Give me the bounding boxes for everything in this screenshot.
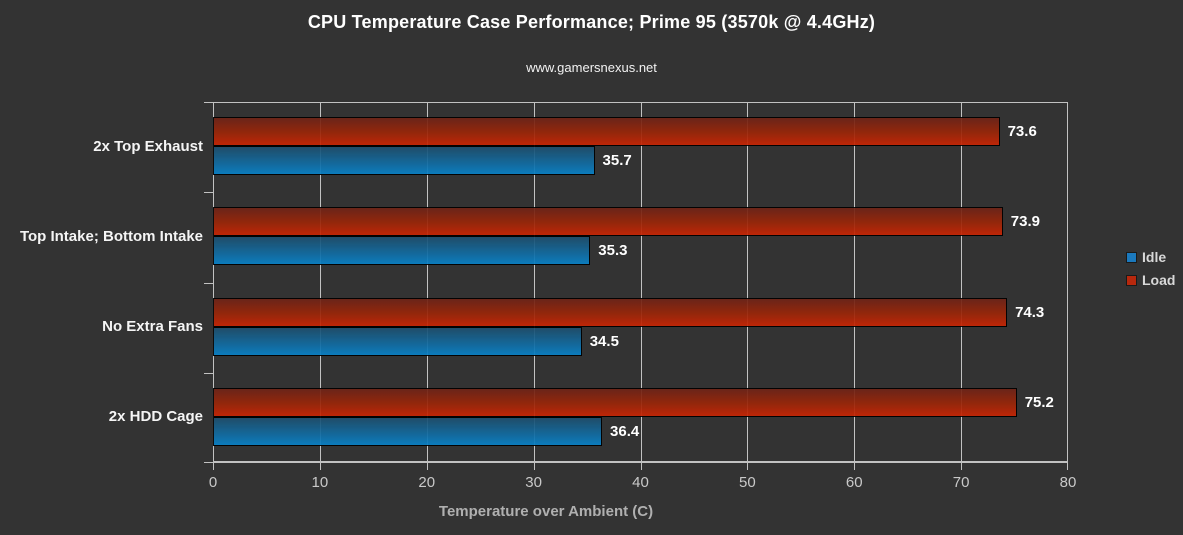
x-axis-tick-label: 80 [1059,474,1077,491]
category-label: No Extra Fans [102,318,203,335]
x-axis-tick-label: 60 [845,474,863,491]
x-axis-tick-label: 30 [525,474,542,491]
legend-swatch-idle [1126,251,1137,263]
x-axis-tick-label: 0 [208,474,218,491]
bar-load [213,207,1003,237]
grid-line [854,102,856,463]
bar-idle [213,146,595,175]
x-axis-tick-label: 50 [739,474,756,491]
bar-idle [213,416,603,446]
x-axis-tick [640,463,642,470]
grid-line [961,102,963,463]
grid-line [426,102,428,463]
y-axis-tick [204,192,213,193]
category-label: 2x HDD Cage [108,408,203,426]
y-axis-tick [204,373,213,374]
value-label: 73.6 [1007,123,1037,140]
x-axis-tick [747,463,749,470]
category-axis: 2x Top Exhaust Top Intake; Bottom Intake N… [0,102,203,463]
value-label: 74.3 [1015,303,1045,321]
bar-load [213,117,1000,146]
y-axis-tick [204,283,213,284]
x-axis-tick-label: 10 [311,474,329,491]
bar-load [213,387,1017,417]
grid-line [533,102,535,463]
value-label: 34.5 [589,332,619,350]
grid-line [640,102,642,463]
bar-idle [213,326,582,356]
category-label: 2x Top Exhaust [93,137,203,155]
value-label: 35.7 [602,152,632,169]
grid-line [319,102,321,463]
value-label: 35.3 [598,242,628,260]
x-axis-tick [319,463,321,470]
category-label: Top Intake; Bottom Intake [19,227,203,245]
x-axis-tick-label: 40 [632,474,649,491]
x-axis-tick [213,463,214,470]
x-axis-tick-label: 20 [418,474,436,491]
chart-subtitle: www.gamersnexus.net [526,60,657,75]
legend-label-load: Load [1142,272,1176,288]
x-axis-tick [533,463,535,470]
y-axis-tick [204,462,213,463]
x-axis-title: Temperature over Ambient (C) [438,503,654,520]
x-axis-tick [854,463,856,470]
legend: Idle Load [1126,249,1175,288]
y-axis-tick [204,102,213,103]
bar-idle [213,236,591,266]
x-axis-tick [961,463,963,470]
legend-label-idle: Idle [1142,249,1167,265]
grid-line [213,102,214,463]
value-label: 73.9 [1010,213,1040,231]
x-axis-tick [426,463,428,470]
legend-item: Load [1126,272,1175,288]
plot-area: 0 10 20 30 40 50 60 70 80 73.6 35.7 73.9 35.3 74.3 34.… [204,102,1076,491]
value-label: 36.4 [610,422,640,440]
legend-swatch-load [1126,274,1137,286]
x-axis-tick-label: 70 [952,474,970,491]
chart-title: CPU Temperature Case Performance; Prime … [307,12,876,32]
grid-line [1067,102,1068,463]
x-axis-tick [1067,463,1068,470]
grid-line [747,102,749,463]
legend-item: Idle [1126,249,1175,265]
bar-load [213,297,1008,327]
value-label: 75.2 [1024,393,1054,411]
